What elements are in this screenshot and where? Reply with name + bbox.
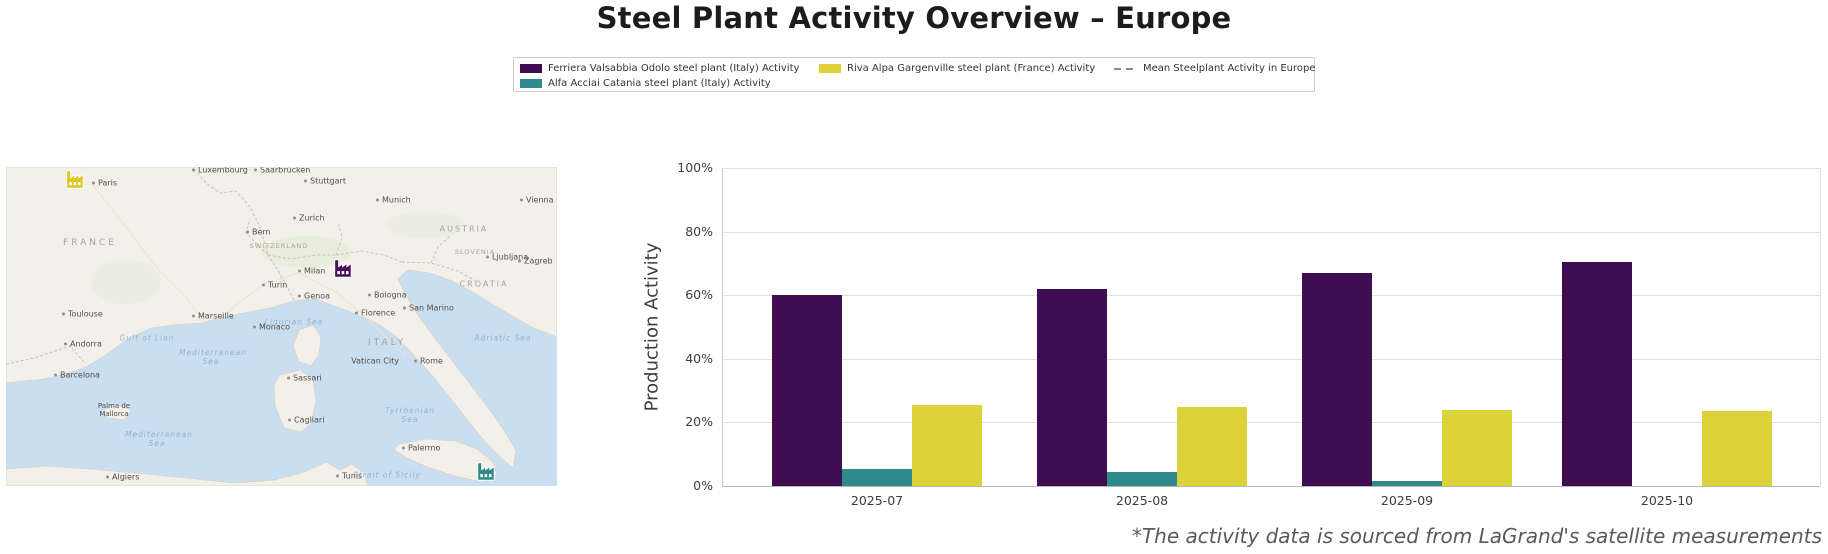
map-canvas[interactable]: Paris Luxembourg Saarbrücken Stuttgart Munic… xyxy=(6,167,557,486)
legend-swatch xyxy=(520,64,542,73)
legend-entry: Ferriera Valsabbia Odolo steel plant (It… xyxy=(520,62,799,75)
bar-2025-09-s2 xyxy=(1442,409,1512,486)
gridline xyxy=(722,358,1820,360)
legend-entry: Mean Steelplant Activity in Europe xyxy=(1113,62,1316,75)
legend-label: Mean Steelplant Activity in Europe xyxy=(1143,63,1316,74)
bar-2025-07-s0 xyxy=(772,295,842,486)
gridline xyxy=(722,295,1820,297)
y-axis-spine xyxy=(722,168,723,486)
legend-label: Alfa Acciai Catania steel plant (Italy) … xyxy=(548,78,771,89)
bar-2025-07-s1 xyxy=(842,468,912,486)
x-tick-label: 2025-08 xyxy=(1115,493,1169,508)
y-tick-label: 100% xyxy=(677,160,713,175)
gridline xyxy=(722,422,1820,424)
y-tick-label: 60% xyxy=(685,287,713,303)
legend-label: Riva Alpa Gargenville steel plant (Franc… xyxy=(847,63,1096,74)
legend-dashed-line xyxy=(1113,59,1137,78)
factory-icon[interactable] xyxy=(475,462,496,485)
legend-swatch xyxy=(520,79,542,88)
legend-label: Ferriera Valsabbia Odolo steel plant (It… xyxy=(548,63,800,74)
y-tick-label: 20% xyxy=(685,414,713,430)
bar-2025-08-s0 xyxy=(1037,288,1107,486)
legend-entry: Riva Alpa Gargenville steel plant (Franc… xyxy=(819,62,1095,75)
footnote: *The activity data is sourced from LaGra… xyxy=(1131,524,1822,548)
factory-icon[interactable] xyxy=(332,259,353,282)
gridline xyxy=(722,168,1820,169)
bar-2025-10-s2 xyxy=(1702,411,1772,486)
y-tick-label: 40% xyxy=(685,350,713,366)
map-basemap xyxy=(6,167,557,486)
gridline xyxy=(722,486,1820,487)
bar-2025-09-s0 xyxy=(1302,272,1372,486)
y-axis-title: Production Activity xyxy=(641,242,663,412)
legend-entry: Alfa Acciai Catania steel plant (Italy) … xyxy=(520,77,771,90)
y-tick-label: 0% xyxy=(693,478,713,493)
legend-swatch xyxy=(819,64,841,73)
x-tick-label: 2025-07 xyxy=(850,493,904,508)
bar-2025-07-s2 xyxy=(912,404,982,486)
bar-2025-08-s1 xyxy=(1107,472,1177,486)
page-title: Steel Plant Activity Overview – Europe xyxy=(596,1,1232,35)
bar-2025-09-s1 xyxy=(1372,481,1442,486)
right-spine xyxy=(1820,168,1821,486)
gridline xyxy=(722,231,1820,233)
x-tick-label: 2025-10 xyxy=(1640,493,1694,508)
bar-2025-10-s0 xyxy=(1562,261,1632,486)
chart-legend: Ferriera Valsabbia Odolo steel plant (It… xyxy=(513,57,1316,92)
x-tick-label: 2025-09 xyxy=(1380,493,1434,508)
factory-icon[interactable] xyxy=(64,170,85,193)
y-tick-label: 80% xyxy=(685,223,713,239)
bar-2025-08-s2 xyxy=(1177,406,1247,486)
